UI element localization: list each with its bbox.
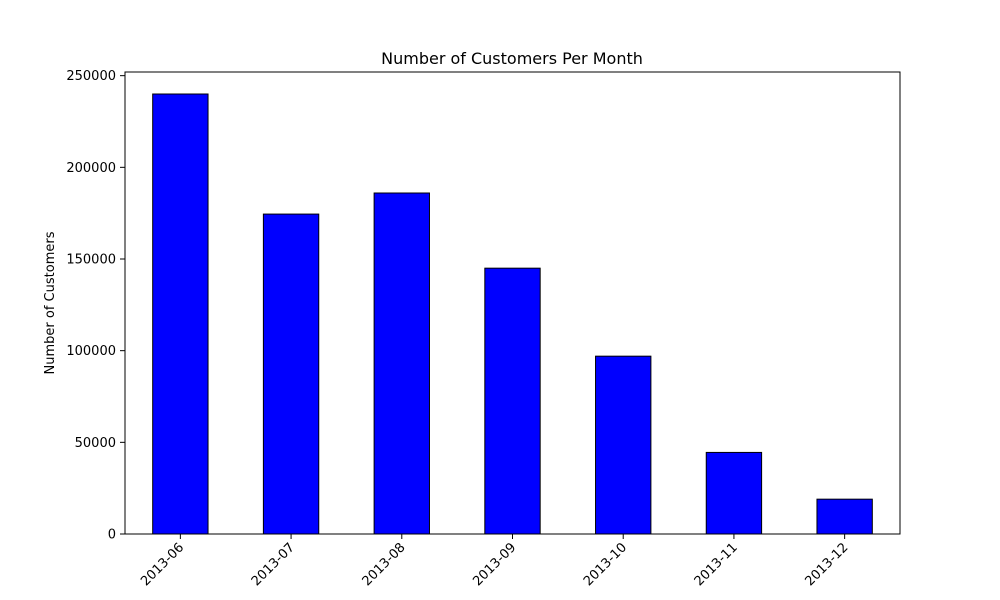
- bar-2013-10: [595, 355, 652, 535]
- y-tick-label: 250000: [66, 69, 116, 84]
- y-tick-label: 200000: [66, 161, 116, 176]
- bar-2013-07: [262, 213, 320, 535]
- y-tick-label: 150000: [66, 253, 116, 268]
- x-tick-label: 2013-08: [360, 540, 409, 589]
- y-tick-label: 0: [108, 528, 116, 543]
- y-axis-label: Number of Customers: [43, 231, 58, 374]
- y-tick-label: 50000: [75, 436, 116, 451]
- chart-title: Number of Customers Per Month: [381, 49, 643, 68]
- x-tick-label: 2013-12: [802, 540, 851, 589]
- bar-2013-12: [816, 498, 873, 535]
- bar-2013-06: [152, 93, 209, 535]
- x-tick-label: 2013-11: [692, 540, 741, 589]
- x-tick-label: 2013-07: [249, 540, 298, 589]
- bar-2013-09: [484, 267, 541, 535]
- x-tick-label: 2013-06: [138, 540, 187, 589]
- x-tick-label: 2013-10: [581, 540, 630, 589]
- bar-2013-08: [373, 192, 430, 535]
- y-tick-label: 100000: [66, 344, 116, 359]
- x-tick-label: 2013-09: [470, 540, 519, 589]
- bar-2013-11: [705, 451, 763, 535]
- plot-area: 0 50000 100000 150000 200000 250000 2013-06 201…: [66, 69, 901, 589]
